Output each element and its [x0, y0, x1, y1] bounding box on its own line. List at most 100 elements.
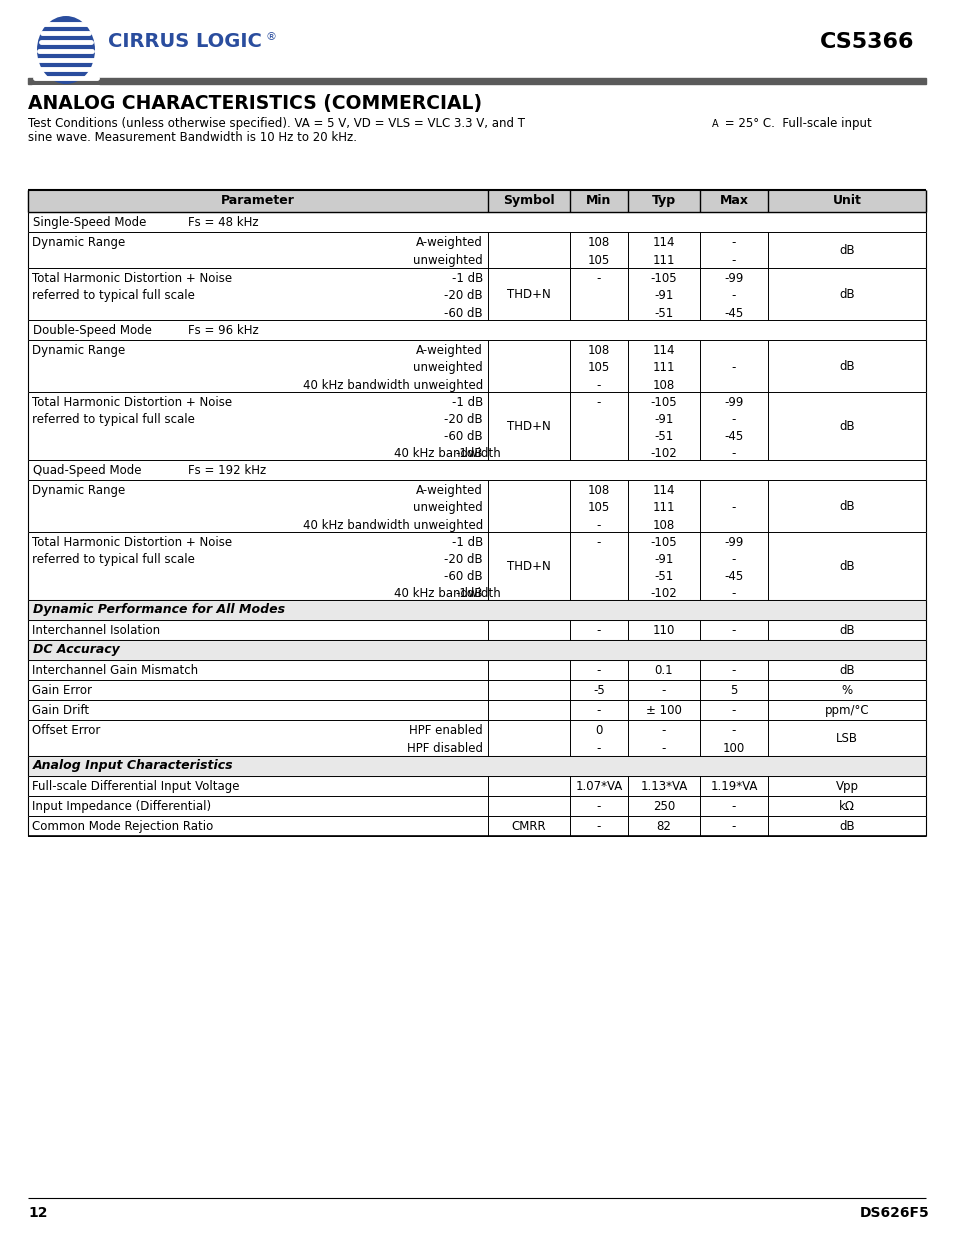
Text: -60 dB: -60 dB [444, 306, 482, 320]
Text: Single-Speed Mode: Single-Speed Mode [33, 216, 146, 228]
Text: -: - [731, 412, 736, 426]
Text: -: - [731, 724, 736, 737]
Text: referred to typical full scale: referred to typical full scale [32, 289, 194, 303]
Text: Test Conditions (unless otherwise specified). VA = 5 V, VD = VLS = VLC 3.3 V, an: Test Conditions (unless otherwise specif… [28, 117, 524, 130]
Text: -: - [731, 362, 736, 374]
Polygon shape [28, 640, 925, 659]
Ellipse shape [37, 16, 95, 84]
Text: 111: 111 [652, 254, 675, 267]
Text: LSB: LSB [835, 732, 857, 745]
Text: THD+N: THD+N [507, 288, 550, 301]
Text: 1.13*VA: 1.13*VA [639, 781, 687, 793]
Text: -: - [731, 254, 736, 267]
Text: dB: dB [839, 420, 854, 433]
Text: 114: 114 [652, 345, 675, 357]
Text: -: - [597, 396, 600, 409]
Text: dB: dB [839, 624, 854, 637]
Text: -99: -99 [723, 396, 743, 409]
Text: CMRR: CMRR [511, 820, 546, 832]
Text: -91: -91 [654, 553, 673, 566]
Text: 114: 114 [652, 236, 675, 249]
Text: Total Harmonic Distortion + Noise: Total Harmonic Distortion + Noise [32, 396, 232, 409]
Text: Fs = 192 kHz: Fs = 192 kHz [188, 464, 266, 477]
Text: Symbol: Symbol [502, 194, 555, 207]
Text: 111: 111 [652, 362, 675, 374]
Text: ANALOG CHARACTERISTICS (COMMERCIAL): ANALOG CHARACTERISTICS (COMMERCIAL) [28, 94, 481, 112]
Text: -60 dB: -60 dB [444, 430, 482, 443]
Text: A: A [711, 119, 718, 128]
Text: Fs = 48 kHz: Fs = 48 kHz [188, 216, 258, 228]
Text: dB: dB [839, 500, 854, 513]
Text: Total Harmonic Distortion + Noise: Total Harmonic Distortion + Noise [32, 536, 232, 550]
Text: -45: -45 [723, 306, 742, 320]
Text: -: - [731, 236, 736, 249]
Text: sine wave. Measurement Bandwidth is 10 Hz to 20 kHz.: sine wave. Measurement Bandwidth is 10 H… [28, 131, 356, 144]
Text: -51: -51 [654, 306, 673, 320]
Text: 108: 108 [652, 519, 675, 531]
Text: %: % [841, 684, 852, 697]
Text: dB: dB [839, 820, 854, 832]
Text: 40 kHz bandwidth unweighted: 40 kHz bandwidth unweighted [302, 519, 482, 531]
Text: = 25° C.  Full-scale input: = 25° C. Full-scale input [720, 117, 871, 130]
Text: referred to typical full scale: referred to typical full scale [32, 412, 194, 426]
Text: 40 kHz bandwidth: 40 kHz bandwidth [394, 447, 500, 459]
Text: Typ: Typ [651, 194, 676, 207]
Text: -99: -99 [723, 536, 743, 550]
Text: DS626F5: DS626F5 [859, 1207, 929, 1220]
Text: -99: -99 [723, 272, 743, 285]
Text: 114: 114 [652, 484, 675, 496]
Text: dB: dB [839, 359, 854, 373]
Text: unweighted: unweighted [413, 362, 482, 374]
Text: -: - [731, 501, 736, 514]
Text: -51: -51 [654, 571, 673, 583]
Text: 1.07*VA: 1.07*VA [575, 781, 622, 793]
Text: 105: 105 [587, 254, 610, 267]
Text: -1 dB: -1 dB [452, 536, 482, 550]
Text: -91: -91 [654, 412, 673, 426]
Text: -102: -102 [650, 587, 677, 600]
Text: A-weighted: A-weighted [416, 484, 482, 496]
Text: -: - [597, 742, 600, 755]
Text: -: - [731, 820, 736, 832]
Text: -1dB: -1dB [455, 587, 482, 600]
Text: 110: 110 [652, 624, 675, 637]
Text: -: - [731, 624, 736, 637]
Text: Fs = 96 kHz: Fs = 96 kHz [188, 324, 258, 337]
Polygon shape [28, 600, 925, 620]
Text: -60 dB: -60 dB [444, 571, 482, 583]
Text: -20 dB: -20 dB [444, 412, 482, 426]
Text: -: - [597, 624, 600, 637]
Text: 82: 82 [656, 820, 671, 832]
Text: Analog Input Characteristics: Analog Input Characteristics [33, 760, 233, 772]
Text: Unit: Unit [832, 194, 861, 207]
Text: 40 kHz bandwidth: 40 kHz bandwidth [394, 587, 500, 600]
Text: -: - [597, 664, 600, 677]
Text: HPF disabled: HPF disabled [407, 742, 482, 755]
Text: Parameter: Parameter [221, 194, 294, 207]
Text: 108: 108 [652, 379, 675, 391]
Text: -1 dB: -1 dB [452, 272, 482, 285]
Text: -: - [731, 587, 736, 600]
Text: Gain Drift: Gain Drift [32, 704, 89, 718]
Text: -: - [597, 519, 600, 531]
Text: dB: dB [839, 245, 854, 257]
Text: A-weighted: A-weighted [416, 236, 482, 249]
Text: 100: 100 [722, 742, 744, 755]
Text: -: - [597, 704, 600, 718]
Text: -: - [731, 553, 736, 566]
Text: -102: -102 [650, 447, 677, 459]
Polygon shape [28, 190, 925, 212]
Polygon shape [28, 756, 925, 776]
Text: Full-scale Differential Input Voltage: Full-scale Differential Input Voltage [32, 781, 239, 793]
Text: -: - [731, 664, 736, 677]
Text: referred to typical full scale: referred to typical full scale [32, 553, 194, 566]
Text: CIRRUS LOGIC: CIRRUS LOGIC [108, 32, 262, 51]
Text: ppm/°C: ppm/°C [823, 704, 868, 718]
Text: 5: 5 [730, 684, 737, 697]
Text: -: - [597, 820, 600, 832]
Text: THD+N: THD+N [507, 559, 550, 573]
Text: 111: 111 [652, 501, 675, 514]
Text: Gain Error: Gain Error [32, 684, 91, 697]
Text: kΩ: kΩ [838, 800, 854, 813]
Text: -: - [597, 272, 600, 285]
